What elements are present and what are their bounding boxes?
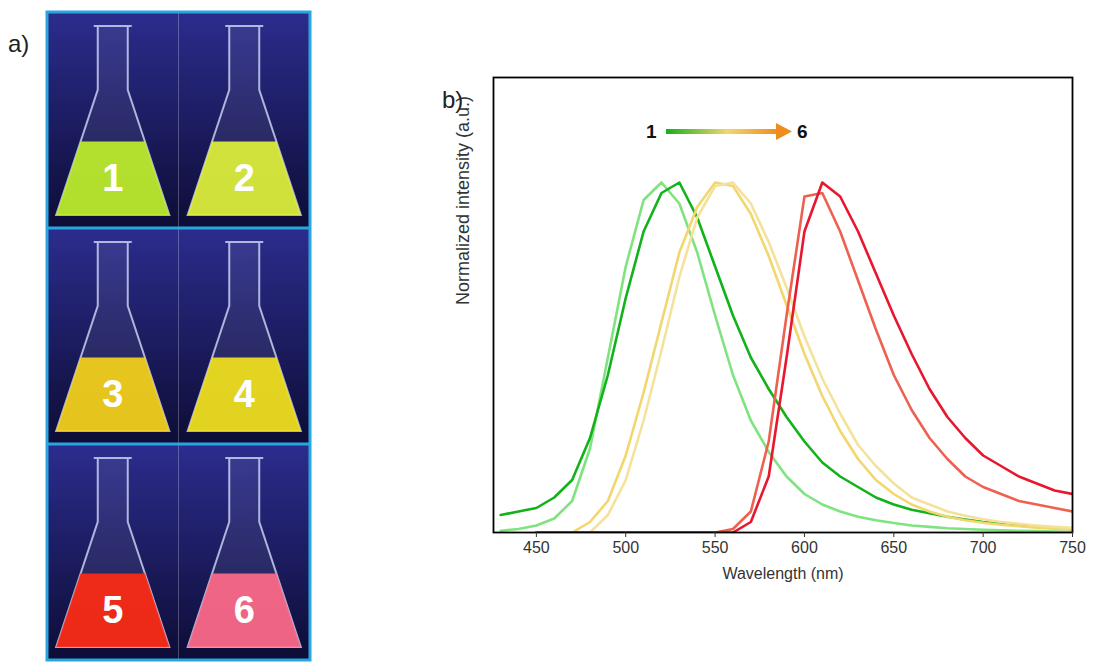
svg-text:6: 6 [797,121,808,142]
svg-text:700: 700 [970,539,997,556]
svg-text:2: 2 [234,157,255,199]
svg-text:4: 4 [234,373,255,415]
svg-text:5: 5 [102,589,123,631]
svg-text:450: 450 [523,539,550,556]
svg-text:3: 3 [102,373,123,415]
svg-text:6: 6 [234,589,255,631]
svg-text:600: 600 [791,539,818,556]
svg-text:1: 1 [646,121,657,142]
svg-text:650: 650 [880,539,907,556]
svg-text:550: 550 [702,539,729,556]
svg-text:1: 1 [102,157,123,199]
svg-text:Wavelength (nm): Wavelength (nm) [722,565,843,582]
svg-text:500: 500 [612,539,639,556]
svg-text:750: 750 [1059,539,1086,556]
svg-text:Normalized intensity (a.u.): Normalized intensity (a.u.) [453,96,473,305]
